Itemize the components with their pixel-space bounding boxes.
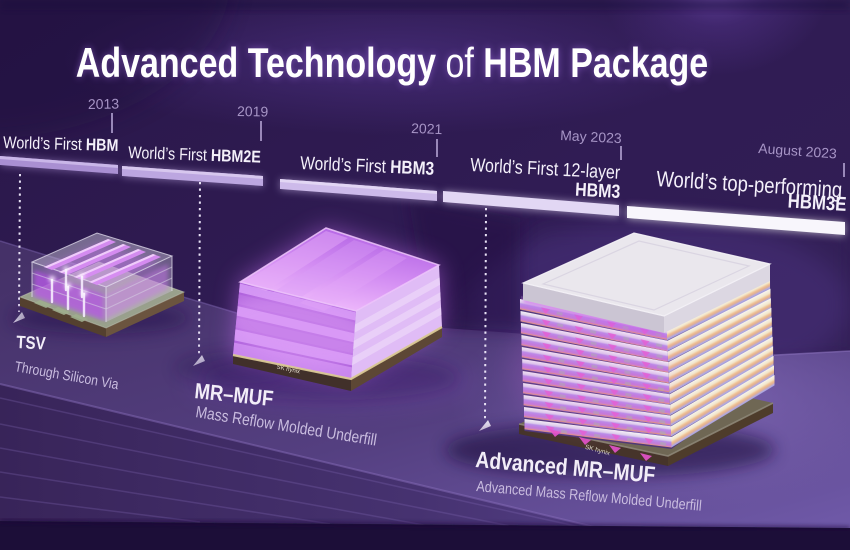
svg-text:Advanced Technology of HBM Pac: Advanced Technology of HBM Package [76, 40, 708, 87]
svg-text:2021: 2021 [411, 120, 443, 137]
svg-text:World’s First HBM2E: World’s First HBM2E [128, 144, 261, 167]
svg-text:SK hynix: SK hynix [276, 365, 300, 376]
svg-text:May 2023: May 2023 [560, 127, 622, 146]
svg-text:HBM3: HBM3 [575, 178, 621, 202]
svg-text:HBM3E: HBM3E [787, 189, 847, 215]
svg-text:August 2023: August 2023 [758, 140, 838, 161]
svg-text:2013: 2013 [88, 95, 120, 112]
svg-text:Advanced Technology of HBM Pac: Advanced Technology of HBM Package [76, 40, 708, 87]
svg-text:TSV: TSV [16, 332, 46, 354]
svg-text:2019: 2019 [237, 103, 269, 120]
svg-text:World’s First HBM: World’s First HBM [3, 134, 119, 155]
